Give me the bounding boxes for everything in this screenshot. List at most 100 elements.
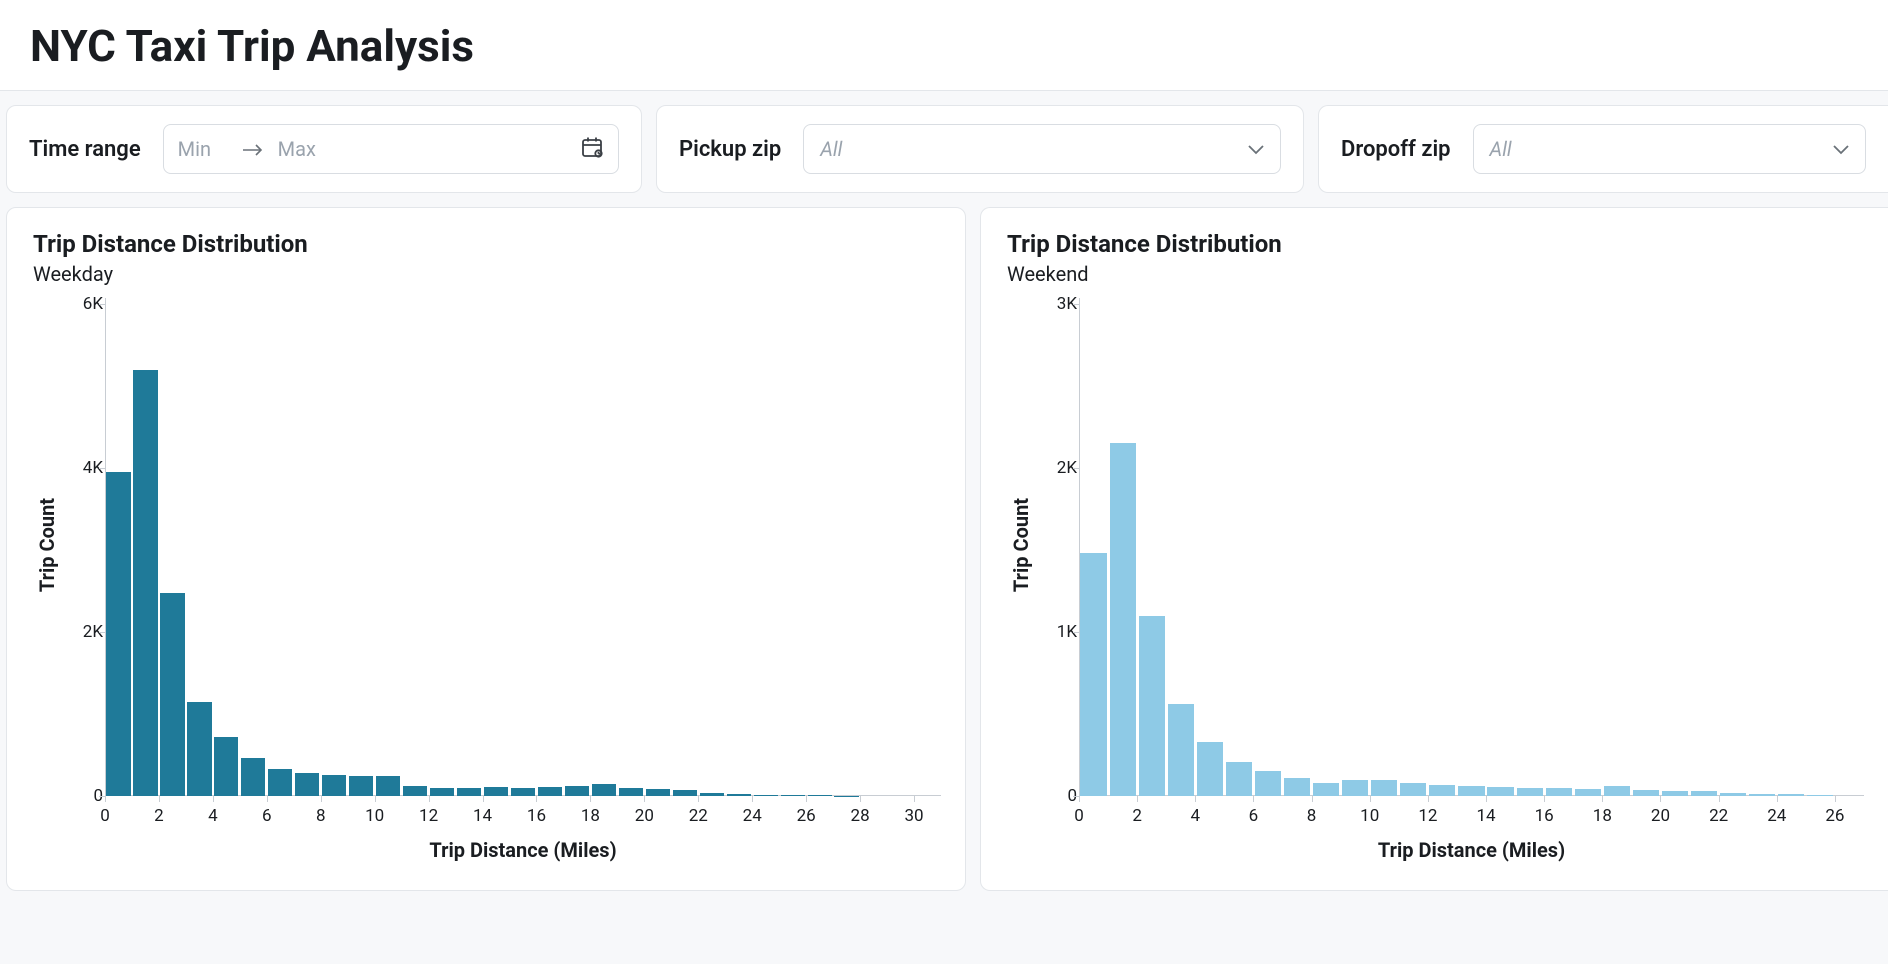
- histogram-bar[interactable]: [808, 795, 832, 796]
- histogram-bar[interactable]: [754, 795, 778, 796]
- histogram-bar[interactable]: [187, 702, 211, 796]
- histogram-bar[interactable]: [1720, 793, 1746, 796]
- dropoff-zip-label: Dropoff zip: [1341, 137, 1451, 162]
- x-tick-label: 28: [851, 806, 870, 826]
- histogram-bar[interactable]: [241, 758, 265, 796]
- histogram-bar[interactable]: [1342, 780, 1368, 796]
- chart-area-weekend: Trip Count 01K2K3K 024681012141618202224…: [1007, 294, 1872, 874]
- x-tick-label: 20: [1651, 806, 1670, 826]
- calendar-icon[interactable]: [580, 135, 604, 163]
- histogram-bar[interactable]: [1749, 794, 1775, 796]
- chart-subtitle: Weekend: [1007, 262, 1872, 286]
- x-tick-label: 14: [1476, 806, 1495, 826]
- histogram-bar[interactable]: [1778, 794, 1804, 796]
- histogram-bar[interactable]: [268, 769, 292, 796]
- y-tick-label: 6K: [63, 294, 103, 314]
- histogram-bar[interactable]: [1110, 443, 1136, 796]
- chart-card-weekday: Trip Distance Distribution Weekday Trip …: [6, 207, 966, 891]
- x-tick-label: 8: [1307, 806, 1317, 826]
- histogram-bar[interactable]: [1517, 788, 1543, 796]
- y-tick-label: 0: [1037, 786, 1077, 806]
- histogram-bar[interactable]: [484, 787, 508, 796]
- histogram-bar[interactable]: [1284, 778, 1310, 796]
- x-tick-label: 0: [100, 806, 110, 826]
- histogram-bar[interactable]: [403, 786, 427, 796]
- histogram-bar[interactable]: [1197, 742, 1223, 796]
- histogram-bar[interactable]: [295, 773, 319, 796]
- pickup-zip-select[interactable]: All: [803, 124, 1281, 174]
- x-tick-label: 4: [208, 806, 218, 826]
- histogram-bar[interactable]: [538, 787, 562, 796]
- time-range-input[interactable]: Min Max: [163, 124, 619, 174]
- dropoff-zip-placeholder: All: [1490, 137, 1512, 161]
- histogram-bar[interactable]: [1371, 780, 1397, 796]
- y-tick-label: 2K: [1037, 458, 1077, 478]
- x-tick-label: 26: [1825, 806, 1844, 826]
- charts-row: Trip Distance Distribution Weekday Trip …: [0, 207, 1888, 891]
- y-ticks: 01K2K3K: [1037, 304, 1077, 796]
- histogram-bar[interactable]: [1575, 789, 1601, 796]
- x-tick-label: 10: [1360, 806, 1379, 826]
- y-ticks: 02K4K6K: [63, 304, 103, 796]
- x-tick-label: 10: [365, 806, 384, 826]
- plot-weekday[interactable]: [105, 304, 941, 796]
- histogram-bar[interactable]: [214, 737, 238, 796]
- x-tick-label: 12: [1418, 806, 1437, 826]
- histogram-bar[interactable]: [619, 788, 643, 796]
- histogram-bar[interactable]: [349, 776, 373, 796]
- histogram-bar[interactable]: [1313, 783, 1339, 796]
- histogram-bar[interactable]: [457, 788, 481, 796]
- chart-title: Trip Distance Distribution: [33, 230, 949, 258]
- histogram-bar[interactable]: [1546, 788, 1572, 796]
- histogram-bar[interactable]: [511, 788, 535, 796]
- histogram-bar[interactable]: [1807, 795, 1833, 796]
- histogram-bar[interactable]: [1662, 791, 1688, 796]
- y-axis-label: Trip Count: [35, 498, 59, 592]
- histogram-bar[interactable]: [1429, 785, 1455, 796]
- histogram-bar[interactable]: [430, 788, 454, 796]
- filter-dropoff-zip: Dropoff zip All: [1318, 105, 1888, 193]
- x-tick-label: 6: [262, 806, 272, 826]
- histogram-bar[interactable]: [1487, 787, 1513, 796]
- histogram-bar[interactable]: [565, 786, 589, 796]
- y-tick-label: 4K: [63, 458, 103, 478]
- histogram-bar[interactable]: [1255, 771, 1281, 796]
- histogram-bar[interactable]: [1226, 762, 1252, 796]
- x-tick-label: 16: [1535, 806, 1554, 826]
- histogram-bar[interactable]: [1458, 786, 1484, 796]
- histogram-bar[interactable]: [673, 790, 697, 796]
- histogram-bar[interactable]: [1691, 791, 1717, 796]
- histogram-bar[interactable]: [376, 776, 400, 796]
- chart-title: Trip Distance Distribution: [1007, 230, 1872, 258]
- histogram-bar[interactable]: [1168, 704, 1194, 796]
- histogram-bar[interactable]: [1604, 786, 1630, 796]
- dropoff-zip-select[interactable]: All: [1473, 124, 1866, 174]
- chart-subtitle: Weekday: [33, 262, 949, 286]
- x-ticks: 02468101214161820222426: [1079, 806, 1864, 830]
- time-range-label: Time range: [29, 137, 141, 162]
- histogram-bar[interactable]: [1400, 783, 1426, 796]
- x-axis-label: Trip Distance (Miles): [105, 838, 941, 862]
- histogram-bar[interactable]: [727, 794, 751, 796]
- x-tick-label: 12: [419, 806, 438, 826]
- histogram-bar[interactable]: [700, 793, 724, 796]
- histogram-bar[interactable]: [592, 784, 616, 796]
- histogram-bar[interactable]: [646, 789, 670, 796]
- filter-row: Time range Min Max Pickup zip: [0, 91, 1888, 207]
- x-tick-label: 14: [473, 806, 492, 826]
- x-tick-label: 22: [689, 806, 708, 826]
- chart-card-weekend: Trip Distance Distribution Weekend Trip …: [980, 207, 1888, 891]
- histogram-bar[interactable]: [160, 593, 184, 796]
- histogram-bar[interactable]: [133, 370, 157, 796]
- histogram-bar[interactable]: [322, 775, 346, 796]
- histogram-bar[interactable]: [1633, 790, 1659, 796]
- histogram-bar[interactable]: [1080, 553, 1106, 796]
- bars: [1079, 304, 1864, 796]
- histogram-bar[interactable]: [106, 472, 130, 796]
- x-tick-label: 2: [154, 806, 164, 826]
- x-tick-label: 2: [1132, 806, 1142, 826]
- plot-weekend[interactable]: [1079, 304, 1864, 796]
- x-tick-label: 16: [527, 806, 546, 826]
- histogram-bar[interactable]: [1139, 616, 1165, 796]
- histogram-bar[interactable]: [781, 795, 805, 796]
